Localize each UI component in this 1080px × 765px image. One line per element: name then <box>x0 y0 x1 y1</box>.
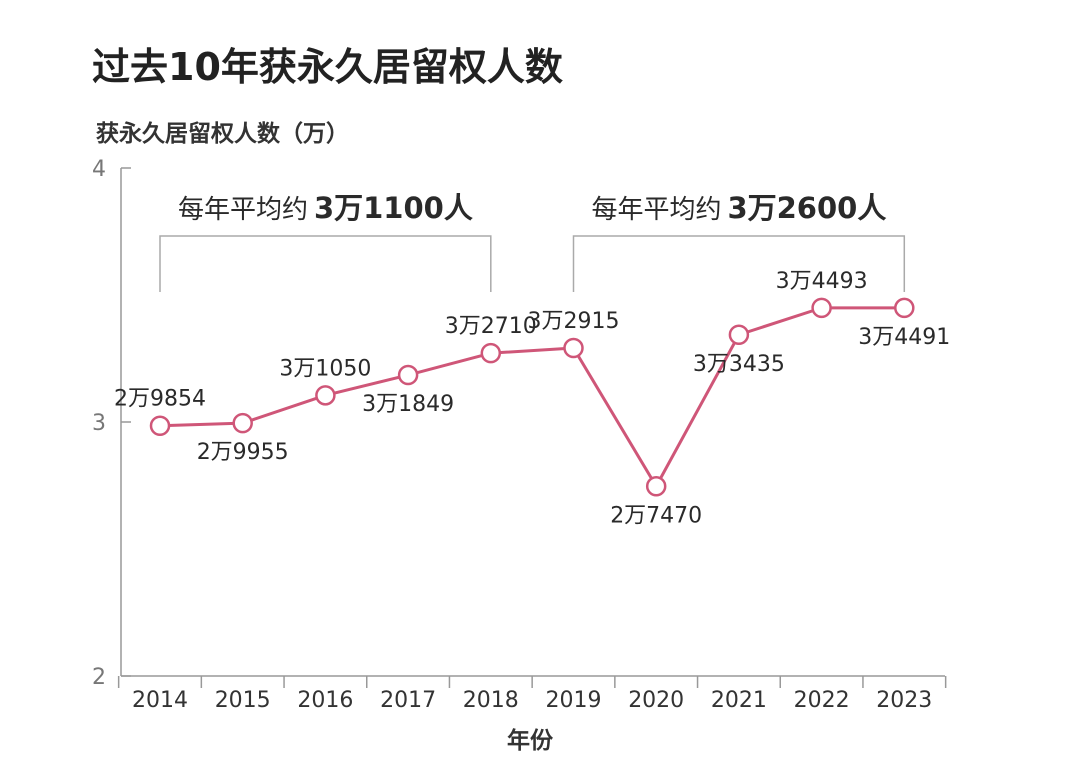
annotation-emphasis: 3万1100人 <box>314 191 473 225</box>
annotation-text: 每年平均约 3万1100人 <box>178 191 473 225</box>
x-axis-label: 年份 <box>507 727 554 754</box>
data-label: 3万4491 <box>858 325 950 350</box>
data-point-marker <box>563 337 584 359</box>
x-tick-label: 2021 <box>711 688 767 713</box>
y-tick-label: 2 <box>92 665 106 690</box>
annotation-bracket <box>159 235 492 292</box>
y-tick-label: 4 <box>92 157 106 182</box>
data-point-marker <box>397 364 419 386</box>
chart-title: 过去10年获永久居留权人数 <box>92 45 563 89</box>
annotation-bracket <box>572 235 906 292</box>
x-tick-label: 2016 <box>297 688 353 713</box>
data-point-marker <box>315 385 336 406</box>
data-label: 2万9955 <box>197 440 289 465</box>
data-point-marker <box>645 476 667 497</box>
data-label: 2万9854 <box>114 387 206 412</box>
x-tick-label: 2015 <box>215 688 271 713</box>
x-tick-label: 2014 <box>132 688 188 713</box>
data-point-marker <box>480 342 502 364</box>
x-tick-label: 2020 <box>628 688 684 713</box>
data-point-marker <box>811 297 832 319</box>
data-point-marker <box>232 412 253 434</box>
y-tick-label: 3 <box>92 411 106 436</box>
annotation-prefix: 每年平均约 <box>178 195 308 225</box>
annotation-prefix: 每年平均约 <box>591 195 721 225</box>
x-tick-label: 2017 <box>380 688 436 713</box>
x-tick-label: 2023 <box>876 688 932 713</box>
x-tick-label: 2018 <box>463 688 519 713</box>
data-label: 3万1050 <box>279 356 371 381</box>
data-point-marker <box>728 324 750 346</box>
x-tick-label: 2019 <box>546 688 602 713</box>
data-label: 3万1849 <box>362 392 454 417</box>
data-label: 3万2710 <box>445 314 537 339</box>
data-label: 2万7470 <box>610 503 702 528</box>
annotation-emphasis: 3万2600人 <box>727 191 886 225</box>
data-label: 3万3435 <box>693 352 785 377</box>
data-label: 3万2915 <box>528 309 620 334</box>
data-label: 3万4493 <box>776 269 868 294</box>
y-axis-label: 获永久居留权人数（万） <box>96 120 349 147</box>
x-tick-label: 2022 <box>794 688 850 713</box>
data-point-marker <box>149 415 171 436</box>
series-line <box>159 306 905 488</box>
annotation-text: 每年平均约 3万2600人 <box>591 191 886 225</box>
data-point-marker <box>894 297 915 319</box>
